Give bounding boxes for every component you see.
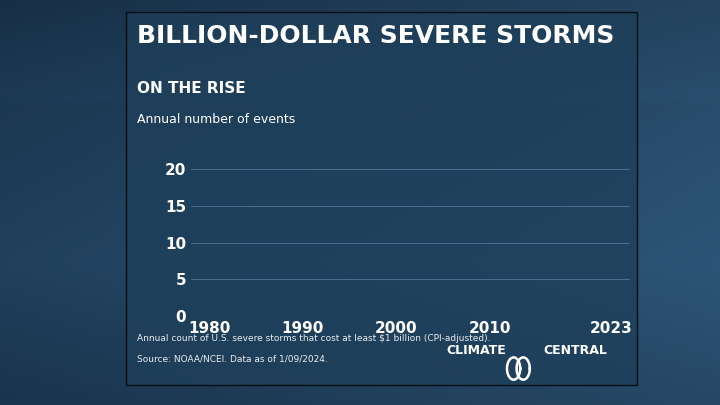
Text: ON THE RISE: ON THE RISE [137, 81, 246, 96]
Text: Source: NOAA/NCEI. Data as of 1/09/2024.: Source: NOAA/NCEI. Data as of 1/09/2024. [137, 354, 328, 363]
Text: BILLION-DOLLAR SEVERE STORMS: BILLION-DOLLAR SEVERE STORMS [137, 24, 614, 48]
Text: CLIMATE: CLIMATE [446, 344, 506, 357]
FancyBboxPatch shape [126, 12, 637, 385]
Text: CENTRAL: CENTRAL [544, 344, 608, 357]
Text: Annual number of events: Annual number of events [137, 113, 295, 126]
Text: Annual count of U.S. severe storms that cost at least $1 billion (CPI-adjusted).: Annual count of U.S. severe storms that … [137, 334, 490, 343]
